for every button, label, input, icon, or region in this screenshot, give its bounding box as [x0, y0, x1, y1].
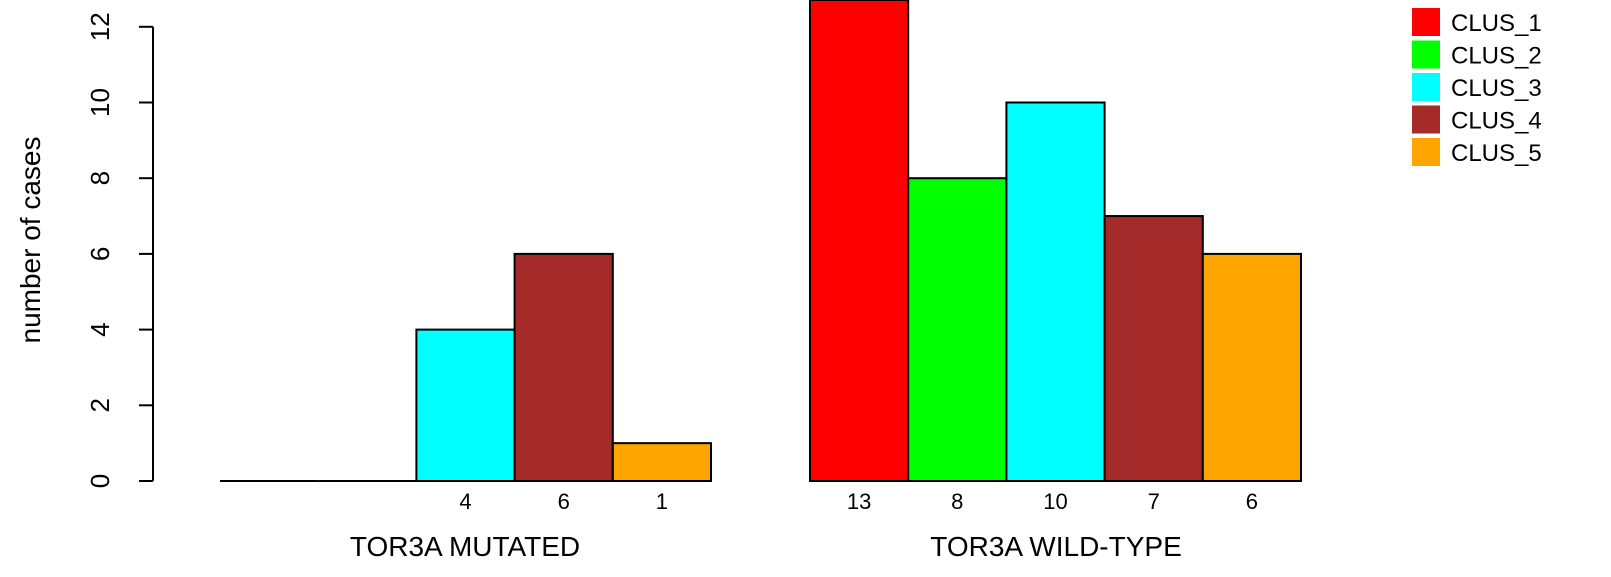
y-axis: 0 2 4 6 8 10 12 [85, 12, 154, 488]
y-tick-label: 0 [85, 474, 115, 488]
bar-1-2 [1005, 101, 1106, 482]
legend-label: CLUS_5 [1451, 140, 1542, 167]
bar-value-label: 13 [847, 489, 871, 514]
bars [220, 0, 1303, 483]
bar-0-2 [415, 328, 516, 482]
y-tick-label: 2 [85, 398, 115, 412]
legend-label: CLUS_2 [1451, 43, 1542, 70]
y-axis-title: number of cases [15, 137, 46, 344]
bar-0-4 [611, 442, 712, 482]
bar-value-label: 7 [1148, 489, 1160, 514]
bar-value-label: 6 [1246, 489, 1258, 514]
bar-value-label: 10 [1043, 489, 1067, 514]
legend-swatch [1412, 138, 1440, 166]
legend-swatch [1412, 105, 1440, 134]
y-tick-label: 6 [85, 247, 115, 261]
legend-label: CLUS_4 [1451, 108, 1542, 135]
y-tick-label: 4 [85, 322, 115, 336]
bar-1-0 [809, 0, 910, 482]
group-label: TOR3A WILD-TYPE [930, 531, 1182, 562]
bar-1-4 [1201, 252, 1303, 482]
bar-1-1 [907, 177, 1008, 482]
bar-value-labels: 4 6 1 13 8 10 7 6 [459, 489, 1258, 514]
bar-value-label: 1 [656, 489, 668, 514]
legend-swatch [1412, 40, 1440, 69]
bar-0-3 [513, 252, 614, 482]
legend-label: CLUS_3 [1451, 75, 1542, 102]
legend-swatch [1412, 8, 1440, 36]
legend-label: CLUS_1 [1451, 10, 1542, 37]
group-label: TOR3A MUTATED [350, 531, 580, 562]
bar-1-3 [1103, 215, 1204, 483]
y-tick-label: 10 [85, 88, 115, 117]
bar-value-label: 6 [558, 489, 570, 514]
legend: CLUS_1 CLUS_2 CLUS_3 CLUS_4 CLUS_5 [1412, 8, 1542, 167]
legend-swatch [1412, 73, 1440, 101]
bar-value-label: 4 [459, 489, 471, 514]
y-tick-label: 12 [85, 12, 115, 41]
y-tick-label: 8 [85, 171, 115, 185]
bar-value-label: 8 [951, 489, 963, 514]
group-labels: TOR3A MUTATED TOR3A WILD-TYPE [350, 531, 1182, 562]
